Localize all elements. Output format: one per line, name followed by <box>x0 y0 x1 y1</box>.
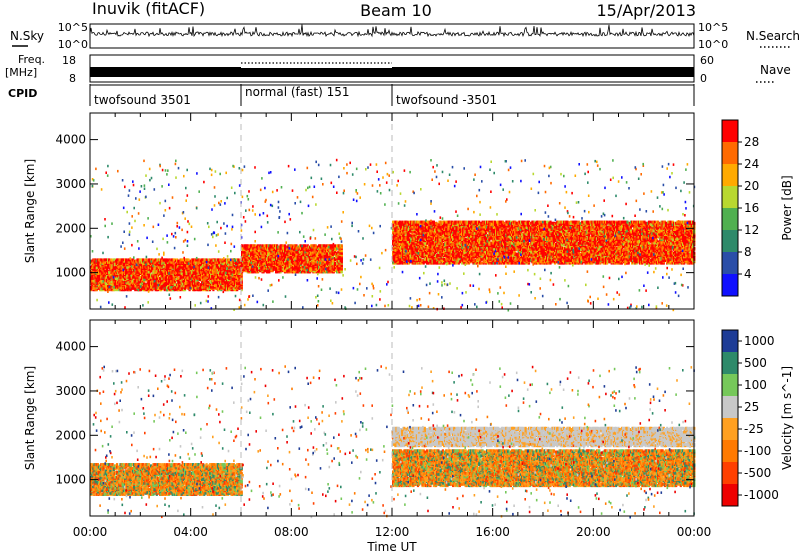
freq-tick-bottom: 8 <box>69 72 76 85</box>
noise-tick-right-top: 10^5 <box>698 21 728 34</box>
cpid-label-2: twofsound -3501 <box>396 93 497 107</box>
noise-trace <box>90 25 694 36</box>
freq-unit-label: [MHz] <box>5 66 37 79</box>
noise-tick-right-bottom: 10^0 <box>698 38 728 51</box>
freq-bar <box>241 68 392 77</box>
freq-label: Freq. <box>18 53 45 66</box>
heatmap-cells <box>90 159 695 312</box>
freq-bar <box>90 67 241 77</box>
freq-trace <box>90 63 694 77</box>
date-title: 15/Apr/2013 <box>596 1 696 20</box>
cpid-strip: twofsound 3501 normal (fast) 151 twofsound… <box>90 84 694 107</box>
noise-panel <box>90 24 694 48</box>
nave-tick-top: 60 <box>700 54 714 67</box>
nave-label: Nave <box>760 63 791 77</box>
noise-trace-line <box>90 25 694 36</box>
figure: Inuvik (fitACF) Beam 10 15/Apr/2013 N.Sk… <box>0 0 800 554</box>
freq-tick-top: 18 <box>62 54 76 67</box>
cpid-label-0: twofsound 3501 <box>94 93 191 107</box>
cpid-label: CPID <box>8 87 37 100</box>
freq-bar <box>392 67 694 77</box>
noise-tick-left-top: 10^5 <box>58 21 88 34</box>
cpid-label-1: normal (fast) 151 <box>245 85 349 99</box>
heatmap-cell <box>187 258 189 261</box>
nave-tick-bottom: 0 <box>700 72 707 85</box>
beam-title: Beam 10 <box>360 1 432 20</box>
nsky-label: N.Sky <box>10 29 44 43</box>
nsearch-label: N.Search <box>746 29 800 43</box>
station-title: Inuvik (fitACF) <box>92 0 205 18</box>
noise-tick-left-bottom: 10^0 <box>58 38 88 51</box>
